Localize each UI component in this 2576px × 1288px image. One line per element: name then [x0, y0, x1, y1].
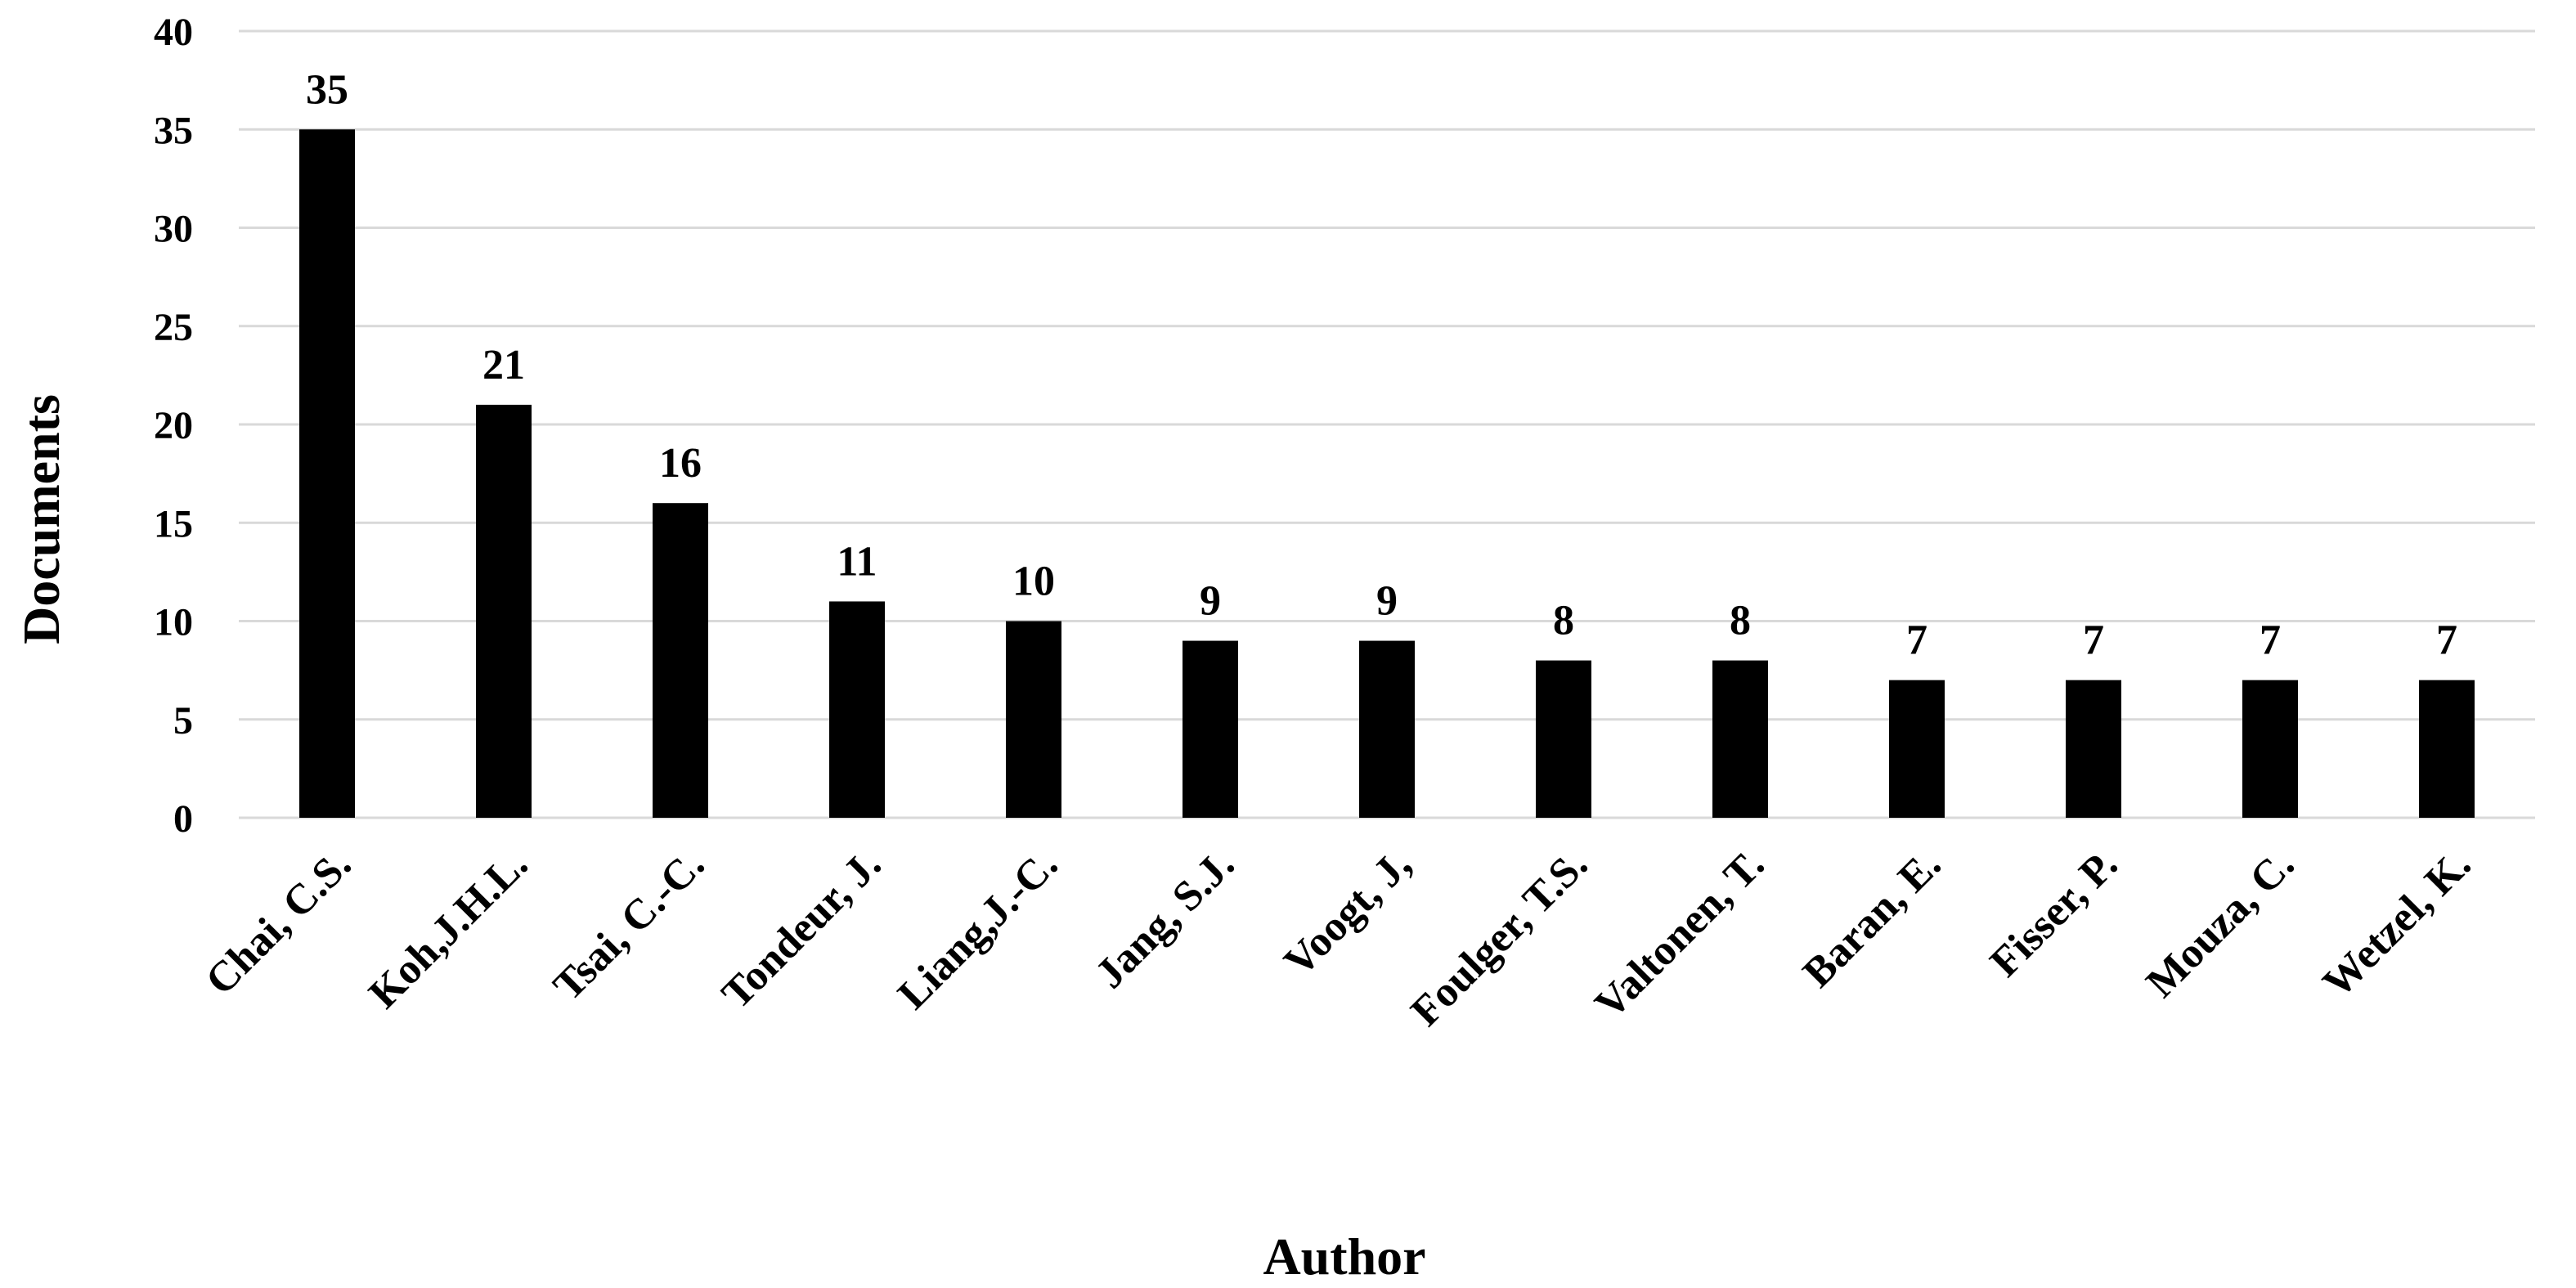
data-label: 9 [1376, 578, 1398, 625]
x-category-label: Voogt, J, [1276, 841, 1420, 985]
data-label: 7 [2436, 617, 2457, 664]
x-category-label: Wetzel, K. [2314, 841, 2480, 1007]
y-tick-label: 20 [154, 404, 193, 447]
x-axis-categories: Chai, C.S. Koh,J.H.L. Tsai, C.-C. Tondeur, … [197, 841, 2480, 1035]
x-category-label: Jang, S.J. [1087, 841, 1244, 998]
gridlines [239, 29, 2535, 819]
bar [476, 404, 532, 818]
y-tick-label: 30 [154, 208, 193, 251]
bar [2066, 680, 2121, 818]
data-label: 7 [2083, 617, 2104, 664]
y-tick-label: 35 [154, 109, 193, 152]
bars [299, 129, 2475, 818]
data-label: 7 [2260, 617, 2281, 664]
bar [1712, 660, 1768, 818]
x-axis-title: Author [1263, 1227, 1425, 1286]
x-category-label: Tondeur, J. [713, 841, 890, 1017]
data-labels: 35 21 16 11 10 9 9 8 8 7 7 7 7 [306, 66, 2457, 663]
data-label: 8 [1730, 598, 1751, 644]
bar [2242, 680, 2298, 818]
bar [299, 129, 355, 818]
bar [2419, 680, 2475, 818]
x-category-label: Tsai, C.-C. [545, 841, 713, 1009]
y-tick-label: 5 [173, 699, 193, 743]
bar [1536, 660, 1591, 818]
y-tick-label: 15 [154, 502, 193, 545]
x-category-label: Mouza, C. [2138, 841, 2304, 1007]
bar [1889, 680, 1945, 818]
y-tick-label: 25 [154, 306, 193, 349]
y-axis-title: Documents [12, 394, 70, 644]
bar [829, 601, 885, 818]
y-tick-label: 0 [173, 797, 193, 841]
data-label: 16 [659, 440, 702, 487]
x-category-label: Baran, E. [1794, 841, 1950, 996]
data-label: 35 [306, 66, 348, 113]
data-label: 21 [482, 342, 525, 388]
data-label: 7 [1906, 617, 1928, 664]
data-label: 11 [837, 538, 877, 585]
data-label: 8 [1553, 598, 1574, 644]
data-label: 9 [1200, 578, 1221, 625]
bar [1006, 621, 1061, 818]
y-tick-label: 10 [154, 601, 193, 644]
x-category-label: Foulger, T.S. [1402, 841, 1597, 1035]
x-category-label: Fisser, P. [1981, 841, 2127, 986]
x-category-label: Koh,J.H.L. [360, 841, 536, 1017]
y-tick-label: 40 [154, 11, 193, 54]
x-category-label: Valtonen, T. [1586, 841, 1774, 1028]
x-category-label: Liang,J.-C. [889, 841, 1066, 1018]
x-category-label: Chai, C.S. [197, 841, 361, 1004]
y-axis-ticks: 0 5 10 15 20 25 30 35 40 [154, 11, 193, 841]
bar [1183, 640, 1238, 818]
bar [653, 503, 708, 818]
data-label: 10 [1012, 559, 1055, 605]
bar [1359, 640, 1415, 818]
